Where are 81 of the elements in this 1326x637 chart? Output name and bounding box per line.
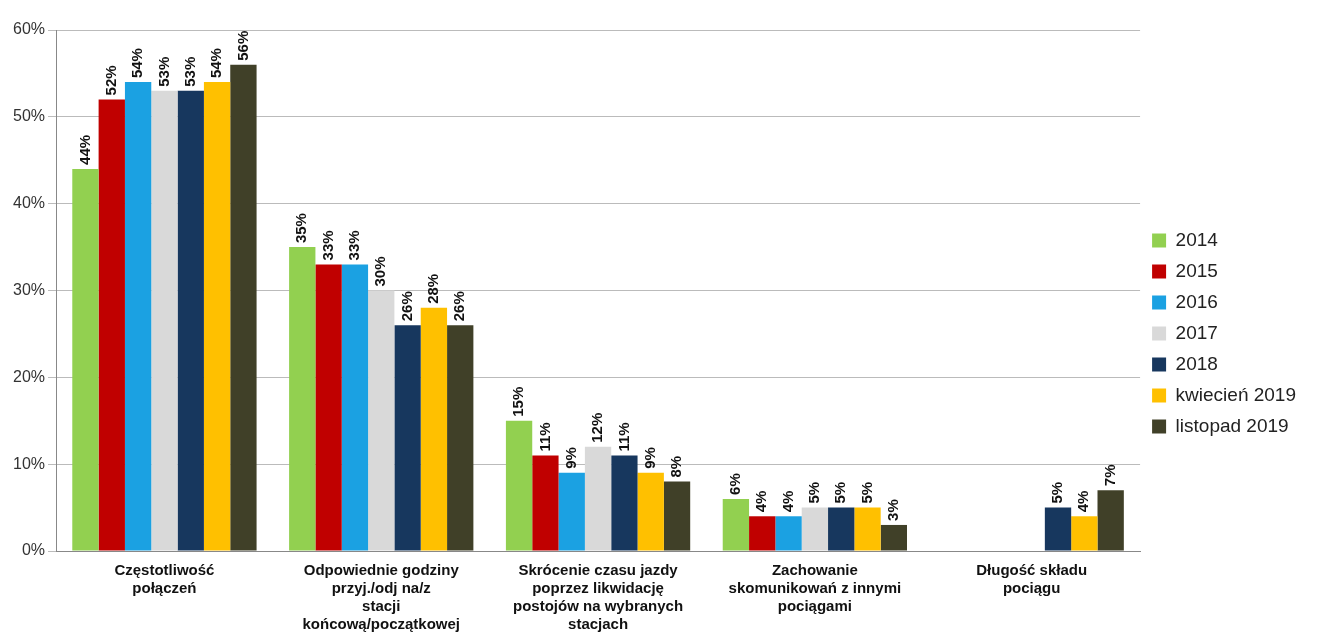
data-label: 3% [883, 499, 901, 521]
legend-label: 2018 [1175, 352, 1218, 374]
data-label: 35% [292, 213, 310, 244]
bar [230, 64, 257, 551]
data-label: 7% [1100, 464, 1118, 487]
y-tick-label: 30% [12, 280, 46, 298]
x-tick-label: Odpowiednie godziny przyj./odj na/z stacji końcową/początkowej [302, 561, 461, 633]
data-label: 4% [778, 490, 796, 513]
x-tick-label: Długość składu pociągu [976, 561, 1088, 597]
y-tick-label: 20% [12, 367, 46, 385]
bar [368, 290, 395, 551]
bar [1044, 507, 1072, 551]
y-tick-label: 10% [12, 454, 46, 472]
x-tick-label: Zachowanie skomunikowań z innymi pociągami [728, 561, 902, 615]
bar [584, 446, 612, 551]
bar [394, 325, 421, 551]
bar [151, 90, 178, 551]
legend-label: 2017 [1175, 321, 1218, 343]
data-label: 5% [857, 481, 875, 504]
bar [72, 168, 99, 551]
data-label: 4% [752, 490, 770, 513]
bar [775, 516, 802, 551]
bar [558, 472, 585, 551]
bar [505, 420, 533, 551]
bar [1071, 516, 1098, 551]
legend-label: 2015 [1175, 259, 1218, 281]
data-label: 53% [180, 56, 198, 87]
bar [749, 516, 776, 551]
legend-label: kwiecień 2019 [1175, 383, 1297, 405]
data-label: 53% [154, 56, 172, 87]
data-label: 54% [207, 48, 225, 79]
data-label: 56% [233, 30, 251, 61]
data-label: 26% [397, 291, 415, 322]
data-label: 6% [726, 473, 744, 495]
data-label: 11% [614, 422, 632, 452]
legend-label: 2016 [1175, 290, 1218, 312]
data-label: 28% [424, 273, 442, 304]
data-label: 4% [1074, 490, 1092, 513]
bar [315, 264, 342, 551]
data-label: 5% [831, 481, 849, 504]
data-label: 9% [561, 447, 579, 469]
data-label: 26% [450, 291, 468, 322]
bar [637, 472, 664, 551]
bar [880, 524, 908, 551]
y-tick-label: 60% [12, 20, 46, 38]
bar [420, 307, 448, 551]
x-tick-label: Skrócenie czasu jazdy poprzez likwidację postojów na wybranych stacjach [513, 561, 684, 633]
bar [1097, 490, 1124, 551]
bar [828, 507, 855, 551]
data-label: 54% [128, 48, 146, 79]
bar [663, 481, 691, 551]
bar [722, 498, 750, 551]
data-label: 52% [101, 65, 119, 96]
bar [447, 325, 474, 551]
legend-label: listopad 2019 [1175, 414, 1289, 436]
legend-label: 2014 [1175, 228, 1219, 250]
x-tick-label: Częstotliwość połączeń [114, 561, 215, 597]
data-label: 30% [371, 256, 389, 287]
bar [124, 82, 152, 551]
y-tick-label: 0% [21, 541, 46, 559]
y-tick-label: 50% [12, 107, 46, 125]
data-label: 5% [1048, 481, 1066, 504]
bar [341, 264, 369, 551]
data-label: 5% [805, 481, 823, 504]
bar [611, 455, 638, 551]
data-label: 15% [509, 386, 527, 417]
bar [801, 507, 829, 551]
bar [289, 247, 316, 551]
bar [177, 90, 204, 551]
bar [532, 455, 559, 551]
data-label: 12% [588, 412, 606, 443]
data-label: 33% [345, 230, 363, 261]
y-tick-label: 40% [12, 194, 46, 212]
bar [203, 82, 231, 551]
data-label: 8% [667, 455, 685, 478]
data-label: 44% [75, 134, 93, 165]
bar [98, 99, 125, 551]
data-label: 11% [535, 422, 553, 452]
data-label: 33% [318, 230, 336, 261]
bar [854, 507, 881, 551]
data-label: 9% [640, 447, 658, 469]
